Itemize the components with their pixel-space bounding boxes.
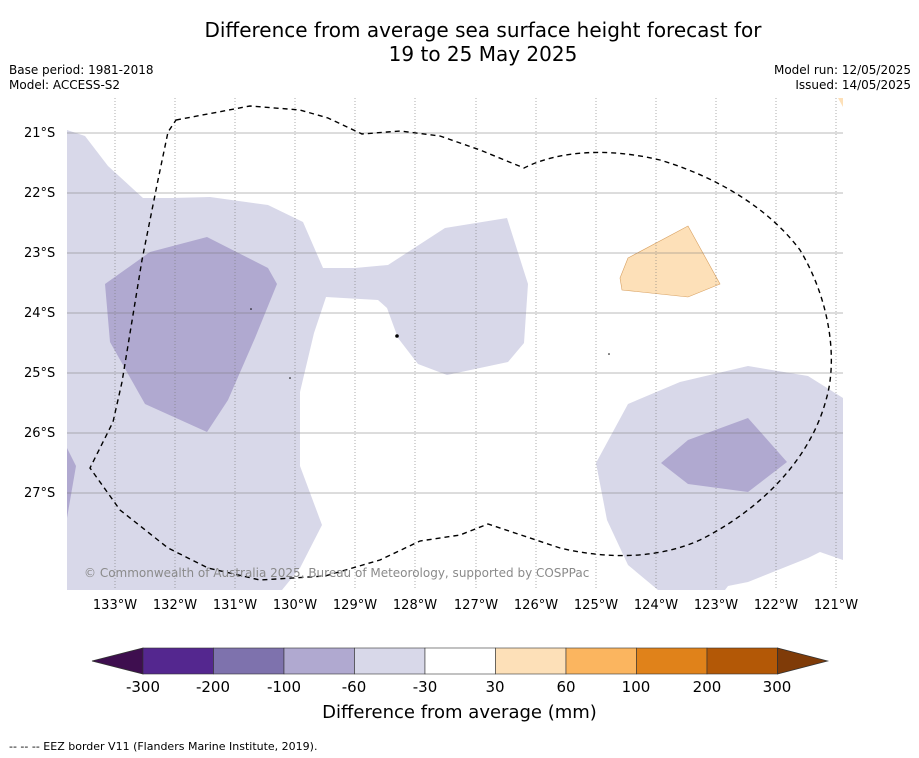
lon-label: 124°W [633, 598, 679, 613]
lat-label: 26°S [24, 426, 56, 441]
lat-label: 25°S [24, 366, 56, 381]
anomaly-region-southeast-inner [661, 418, 787, 492]
colorbar-label: Difference from average (mm) [322, 702, 597, 723]
anomaly-region-positive-corner [838, 98, 843, 107]
model-name: Model: ACCESS-S2 [9, 78, 121, 92]
map-area [67, 98, 843, 590]
lon-label: 130°W [272, 598, 318, 613]
issued-date: Issued: 14/05/2025 [795, 78, 911, 92]
map-speck [289, 377, 291, 379]
lat-label: 22°S [24, 186, 56, 201]
anomaly-region-west-inner [105, 237, 277, 432]
lat-label: 24°S [24, 306, 56, 321]
lon-label: 125°W [573, 598, 619, 613]
colorbar-tick-label: -300 [125, 678, 161, 696]
graticule [114, 98, 837, 590]
colorbar-tick-label: 300 [762, 678, 792, 696]
title-line-2: 19 to 25 May 2025 [388, 42, 578, 66]
lon-label: 121°W [813, 598, 859, 613]
meta-left: Base period: 1981-2018 Model: ACCESS-S2 [9, 63, 154, 93]
title-line-1: Difference from average sea surface heig… [204, 18, 762, 42]
colorbar-tick-label: 60 [556, 678, 576, 696]
map-speck [608, 353, 610, 355]
copyright-notice: © Commonwealth of Australia 2025, Bureau… [84, 566, 590, 580]
anomaly-region-positive [619, 225, 721, 298]
colorbar-tick-label: 30 [485, 678, 505, 696]
base-period: Base period: 1981-2018 [9, 63, 154, 77]
lon-label: 131°W [212, 598, 258, 613]
colorbar-tick-label: -100 [266, 678, 302, 696]
colorbar-tick-label: 200 [692, 678, 722, 696]
colorbar-tick-label: 100 [621, 678, 651, 696]
graticule-lat [67, 132, 843, 494]
anomaly-region-west-edge [67, 448, 76, 518]
map-speck [395, 334, 399, 338]
colorbar-tick-label: -30 [412, 678, 438, 696]
lat-label: 27°S [24, 486, 56, 501]
meta-right: Model run: 12/05/2025 Issued: 14/05/2025 [774, 63, 911, 93]
lat-label: 23°S [24, 246, 56, 261]
eez-footnote: -- -- -- EEZ border V11 (Flanders Marine… [9, 740, 318, 753]
model-run: Model run: 12/05/2025 [773, 63, 911, 77]
lon-label: 133°W [92, 598, 138, 613]
map-speck [250, 308, 252, 310]
lat-label: 21°S [24, 126, 56, 141]
lon-label: 122°W [753, 598, 799, 613]
lon-label: 123°W [693, 598, 739, 613]
lon-label: 129°W [332, 598, 378, 613]
lon-label: 132°W [152, 598, 198, 613]
lon-label: 128°W [392, 598, 438, 613]
lon-label: 127°W [453, 598, 499, 613]
colorbar-tick-label: -200 [195, 678, 231, 696]
eez-border [89, 105, 833, 581]
colorbar-tick-label: -60 [341, 678, 367, 696]
lon-label: 126°W [513, 598, 559, 613]
chart-title: Difference from average sea surface heig… [0, 18, 919, 66]
